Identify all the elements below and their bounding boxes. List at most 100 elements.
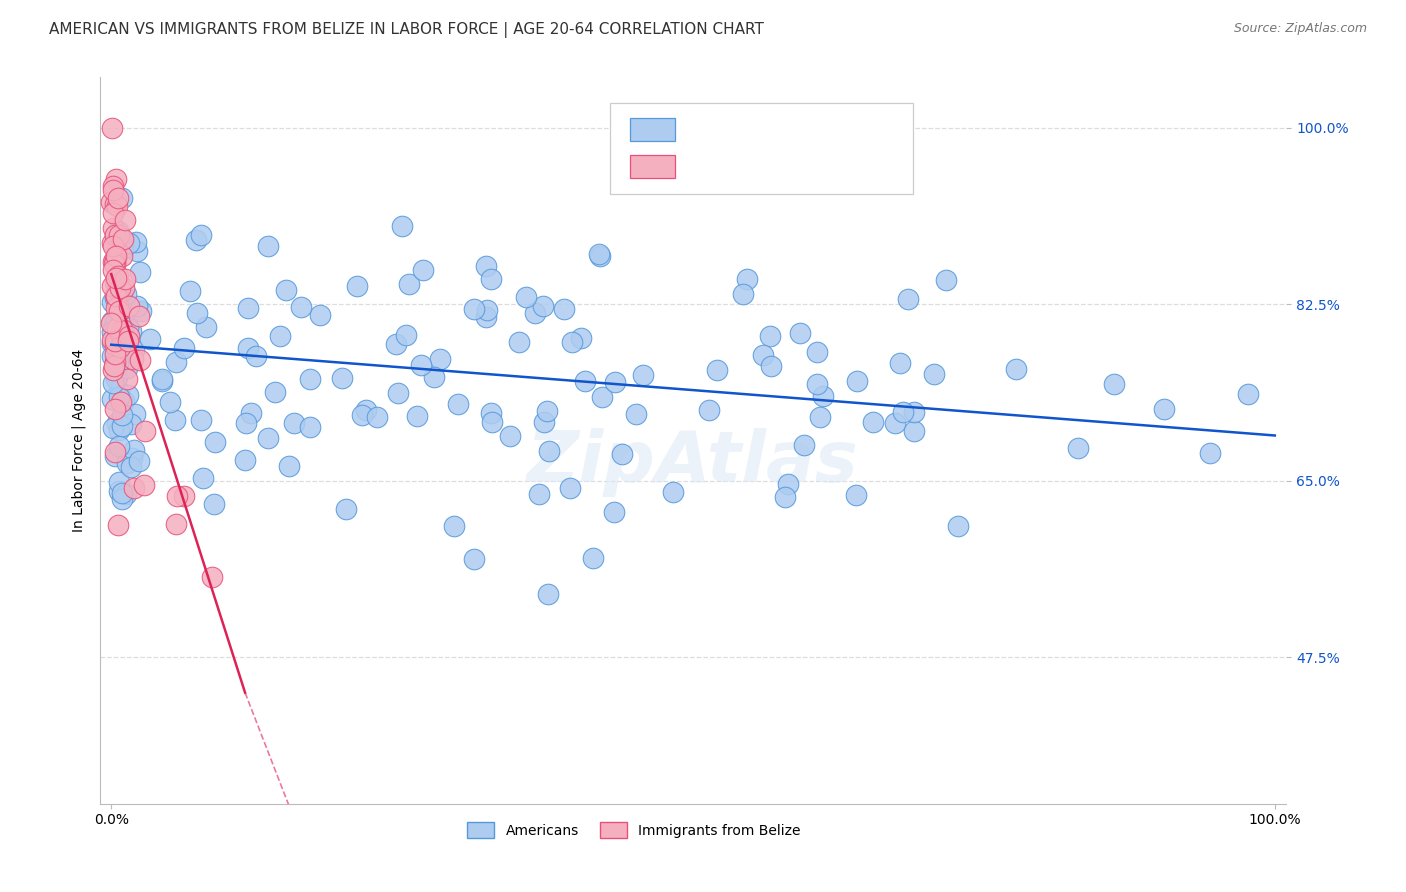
Point bbox=[111, 486, 134, 500]
Point bbox=[233, 453, 256, 467]
Point bbox=[884, 416, 907, 430]
Point bbox=[527, 487, 550, 501]
Point bbox=[103, 252, 125, 267]
Point bbox=[662, 484, 685, 499]
Point bbox=[173, 489, 195, 503]
Point bbox=[105, 199, 128, 213]
Point bbox=[499, 429, 522, 443]
Point bbox=[1102, 377, 1125, 392]
Point bbox=[101, 363, 124, 377]
Point bbox=[132, 477, 155, 491]
Text: N =: N = bbox=[790, 159, 834, 174]
Text: N =: N = bbox=[790, 122, 834, 137]
Point bbox=[100, 313, 122, 327]
Point bbox=[108, 484, 131, 499]
Point bbox=[129, 265, 152, 279]
Point bbox=[107, 344, 129, 359]
Point bbox=[103, 239, 125, 253]
Point bbox=[107, 390, 129, 404]
Point bbox=[100, 316, 122, 330]
Point bbox=[463, 551, 485, 566]
Point bbox=[101, 333, 124, 347]
Point bbox=[101, 120, 124, 135]
Text: ZipAtlas: ZipAtlas bbox=[527, 428, 859, 497]
Point bbox=[264, 385, 287, 400]
Point bbox=[120, 417, 142, 432]
Point bbox=[475, 302, 498, 317]
Point bbox=[846, 374, 869, 388]
Point bbox=[610, 447, 633, 461]
Point bbox=[523, 306, 546, 320]
Point bbox=[104, 252, 127, 266]
Point bbox=[112, 394, 135, 409]
Point bbox=[112, 243, 135, 257]
Point bbox=[409, 358, 432, 372]
Point bbox=[553, 301, 575, 316]
Point bbox=[150, 372, 173, 386]
Point bbox=[100, 325, 122, 339]
Point bbox=[235, 416, 257, 430]
Point bbox=[429, 352, 451, 367]
Point bbox=[346, 279, 368, 293]
Point bbox=[1153, 401, 1175, 416]
Point bbox=[582, 551, 605, 566]
Legend: Americans, Immigrants from Belize: Americans, Immigrants from Belize bbox=[461, 817, 807, 844]
Point bbox=[935, 273, 957, 287]
Point bbox=[354, 403, 377, 417]
Point bbox=[257, 239, 280, 253]
Point bbox=[706, 362, 728, 376]
Point bbox=[283, 417, 305, 431]
Point bbox=[105, 289, 128, 303]
Point bbox=[108, 303, 131, 318]
Point bbox=[117, 388, 139, 402]
Text: -0.574: -0.574 bbox=[727, 159, 782, 174]
Point bbox=[186, 306, 208, 320]
Point bbox=[125, 300, 148, 314]
Point bbox=[152, 374, 174, 388]
Point bbox=[105, 372, 128, 386]
Point bbox=[114, 286, 136, 301]
Point bbox=[104, 402, 127, 417]
Point bbox=[107, 439, 129, 453]
Point bbox=[105, 285, 128, 300]
Point bbox=[398, 277, 420, 292]
Point bbox=[110, 326, 132, 340]
Point bbox=[475, 310, 498, 324]
Point bbox=[122, 351, 145, 366]
Point bbox=[412, 263, 434, 277]
Point bbox=[100, 349, 122, 363]
Point bbox=[117, 360, 139, 375]
Point bbox=[114, 212, 136, 227]
Point bbox=[101, 392, 124, 407]
Point bbox=[107, 301, 129, 316]
Text: 179: 179 bbox=[844, 122, 876, 137]
Point bbox=[104, 228, 127, 243]
Point bbox=[108, 227, 131, 242]
Point bbox=[103, 262, 125, 277]
Point bbox=[134, 424, 156, 438]
Point bbox=[256, 431, 278, 445]
Point bbox=[193, 471, 215, 485]
Point bbox=[269, 329, 291, 343]
Point bbox=[793, 438, 815, 452]
Point bbox=[385, 337, 408, 351]
Point bbox=[108, 423, 131, 437]
Point bbox=[117, 321, 139, 335]
Point bbox=[101, 179, 124, 194]
Point bbox=[173, 341, 195, 355]
Point bbox=[103, 321, 125, 335]
Point bbox=[889, 356, 911, 370]
Point bbox=[515, 290, 537, 304]
Point bbox=[806, 377, 828, 392]
Point bbox=[138, 332, 160, 346]
Point bbox=[811, 389, 834, 403]
Point bbox=[588, 247, 610, 261]
Text: R =: R = bbox=[689, 159, 723, 174]
Point bbox=[773, 490, 796, 504]
Point bbox=[533, 415, 555, 429]
Point bbox=[105, 370, 128, 384]
Point bbox=[479, 272, 502, 286]
Point bbox=[111, 191, 134, 205]
Point bbox=[589, 249, 612, 263]
Point bbox=[105, 320, 128, 334]
